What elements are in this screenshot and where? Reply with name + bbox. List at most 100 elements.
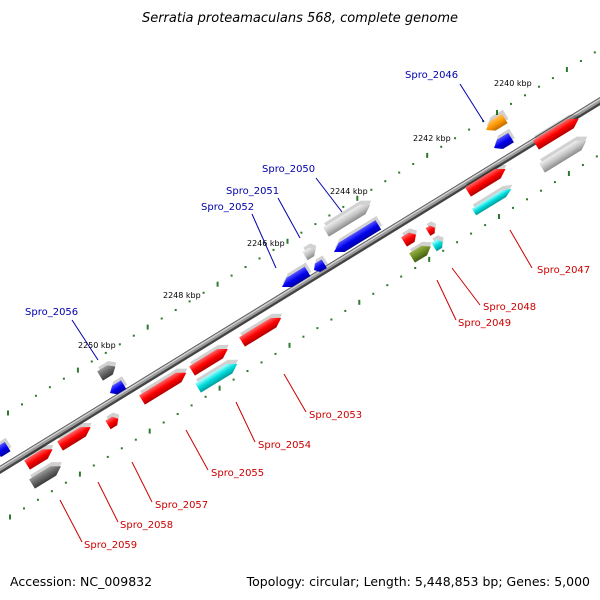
minor-tick bbox=[470, 232, 473, 235]
minor-tick bbox=[526, 198, 528, 201]
leader-line bbox=[451, 267, 481, 306]
gene-label-spro-2052[interactable]: Spro_2052 bbox=[201, 202, 254, 213]
gene-features bbox=[0, 109, 592, 489]
minor-tick bbox=[244, 266, 247, 268]
minor-tick bbox=[274, 352, 277, 355]
gene-spro-2052[interactable] bbox=[278, 262, 313, 291]
gene-spro-2046[interactable] bbox=[482, 109, 511, 135]
major-tick bbox=[426, 152, 429, 158]
minor-tick bbox=[132, 334, 135, 337]
gene-spro-2051[interactable] bbox=[301, 241, 321, 261]
gene-label-spro-2050[interactable]: Spro_2050 bbox=[262, 164, 315, 175]
major-tick bbox=[148, 428, 151, 434]
tick-labels: 2240 kbp 2242 kbp 2244 kbp 2246 kbp 2248… bbox=[78, 79, 532, 350]
major-tick bbox=[146, 324, 149, 330]
minor-tick bbox=[302, 335, 305, 338]
gene-spro-2048b[interactable] bbox=[424, 220, 440, 236]
gene-label-spro-2053[interactable]: Spro_2053 bbox=[309, 410, 362, 421]
tick-label: 2246 kbp bbox=[247, 239, 285, 248]
leader-line bbox=[283, 373, 307, 413]
gene-spro-2050b[interactable] bbox=[330, 215, 384, 257]
gene-spro-2059a[interactable] bbox=[23, 440, 58, 470]
minor-tick bbox=[160, 317, 163, 320]
minor-tick bbox=[551, 77, 554, 80]
major-tick bbox=[76, 367, 79, 373]
gene-spro-2047d[interactable] bbox=[470, 181, 516, 216]
minor-tick bbox=[230, 274, 233, 277]
major-tick bbox=[565, 67, 568, 72]
minor-tick bbox=[414, 267, 417, 269]
minor-tick bbox=[162, 421, 165, 424]
minor-tick bbox=[246, 370, 249, 372]
minor-tick bbox=[386, 284, 389, 287]
minor-tick bbox=[300, 231, 303, 234]
gene-labels: Spro_2046 Spro_2047 Spro_2048 Spro_2049 … bbox=[25, 70, 590, 551]
minor-tick bbox=[440, 145, 443, 148]
major-tick bbox=[358, 299, 361, 305]
gene-spro-2046b[interactable] bbox=[490, 128, 517, 153]
gene-spro-2054b[interactable] bbox=[194, 355, 243, 393]
gene-label-spro-2058[interactable]: Spro_2058 bbox=[120, 520, 173, 531]
gene-spro-2057[interactable] bbox=[104, 410, 124, 430]
gene-spro-2051b[interactable] bbox=[310, 255, 330, 274]
minor-tick bbox=[64, 481, 67, 484]
minor-tick bbox=[342, 205, 345, 208]
tick-label: 2244 kbp bbox=[330, 187, 368, 196]
leader-line bbox=[509, 229, 533, 269]
major-tick bbox=[78, 471, 81, 477]
gene-spro-2053[interactable] bbox=[238, 309, 287, 347]
minor-tick bbox=[92, 464, 95, 467]
gene-spro-2047a[interactable] bbox=[532, 110, 584, 150]
minor-tick bbox=[106, 455, 109, 458]
gene-spro-2054a[interactable] bbox=[188, 340, 234, 376]
minor-tick bbox=[484, 224, 487, 227]
major-tick bbox=[356, 195, 359, 201]
minor-tick bbox=[272, 248, 275, 251]
gene-label-spro-2048[interactable]: Spro_2048 bbox=[483, 302, 536, 313]
gene-label-spro-2047[interactable]: Spro_2047 bbox=[537, 265, 590, 276]
gene-label-spro-2057[interactable]: Spro_2057 bbox=[155, 500, 208, 511]
minor-tick bbox=[595, 155, 598, 158]
gene-spro-2048c[interactable] bbox=[430, 233, 448, 252]
major-tick bbox=[498, 214, 500, 219]
gene-spro-2060[interactable] bbox=[0, 437, 13, 460]
minor-tick bbox=[454, 137, 457, 140]
accession-text: Accession: NC_009832 bbox=[10, 574, 152, 589]
minor-tick bbox=[316, 327, 319, 330]
gene-label-spro-2046[interactable]: Spro_2046 bbox=[405, 70, 458, 81]
minor-tick bbox=[202, 291, 205, 294]
minor-tick bbox=[553, 181, 556, 184]
minor-tick bbox=[232, 378, 235, 381]
gene-spro-2059b[interactable] bbox=[28, 457, 67, 489]
gene-label-spro-2055[interactable]: Spro_2055 bbox=[211, 468, 264, 479]
gene-spro-2056[interactable] bbox=[96, 358, 121, 381]
minor-tick bbox=[134, 438, 137, 441]
minor-tick bbox=[384, 180, 387, 183]
gene-spro-2048a[interactable] bbox=[400, 226, 422, 247]
minor-tick bbox=[372, 292, 375, 295]
gene-label-spro-2059[interactable]: Spro_2059 bbox=[84, 540, 137, 551]
minor-tick bbox=[48, 386, 51, 389]
gene-label-spro-2056[interactable]: Spro_2056 bbox=[25, 307, 78, 318]
major-tick bbox=[9, 514, 11, 520]
minor-tick bbox=[258, 257, 261, 260]
gene-spro-2058[interactable] bbox=[56, 418, 97, 451]
gene-spro-2056b[interactable] bbox=[106, 376, 129, 397]
gene-spro-2050[interactable] bbox=[322, 196, 376, 237]
minor-tick bbox=[579, 60, 582, 62]
gene-spro-2049[interactable] bbox=[408, 238, 437, 263]
minor-tick bbox=[188, 300, 191, 303]
gene-spro-2047c[interactable] bbox=[464, 160, 511, 197]
tick-label: 2242 kbp bbox=[413, 134, 451, 143]
leader-line bbox=[131, 461, 153, 503]
gene-spro-2055[interactable] bbox=[138, 364, 192, 405]
genome-backbone bbox=[0, 97, 600, 474]
leader-line bbox=[315, 177, 343, 213]
major-tick bbox=[496, 110, 498, 115]
gene-label-spro-2051[interactable]: Spro_2051 bbox=[226, 186, 279, 197]
tick-label: 2250 kbp bbox=[78, 341, 116, 350]
gene-label-spro-2054[interactable]: Spro_2054 bbox=[258, 440, 311, 451]
gene-spro-2047b[interactable] bbox=[538, 132, 592, 173]
gene-label-spro-2049[interactable]: Spro_2049 bbox=[458, 318, 511, 329]
